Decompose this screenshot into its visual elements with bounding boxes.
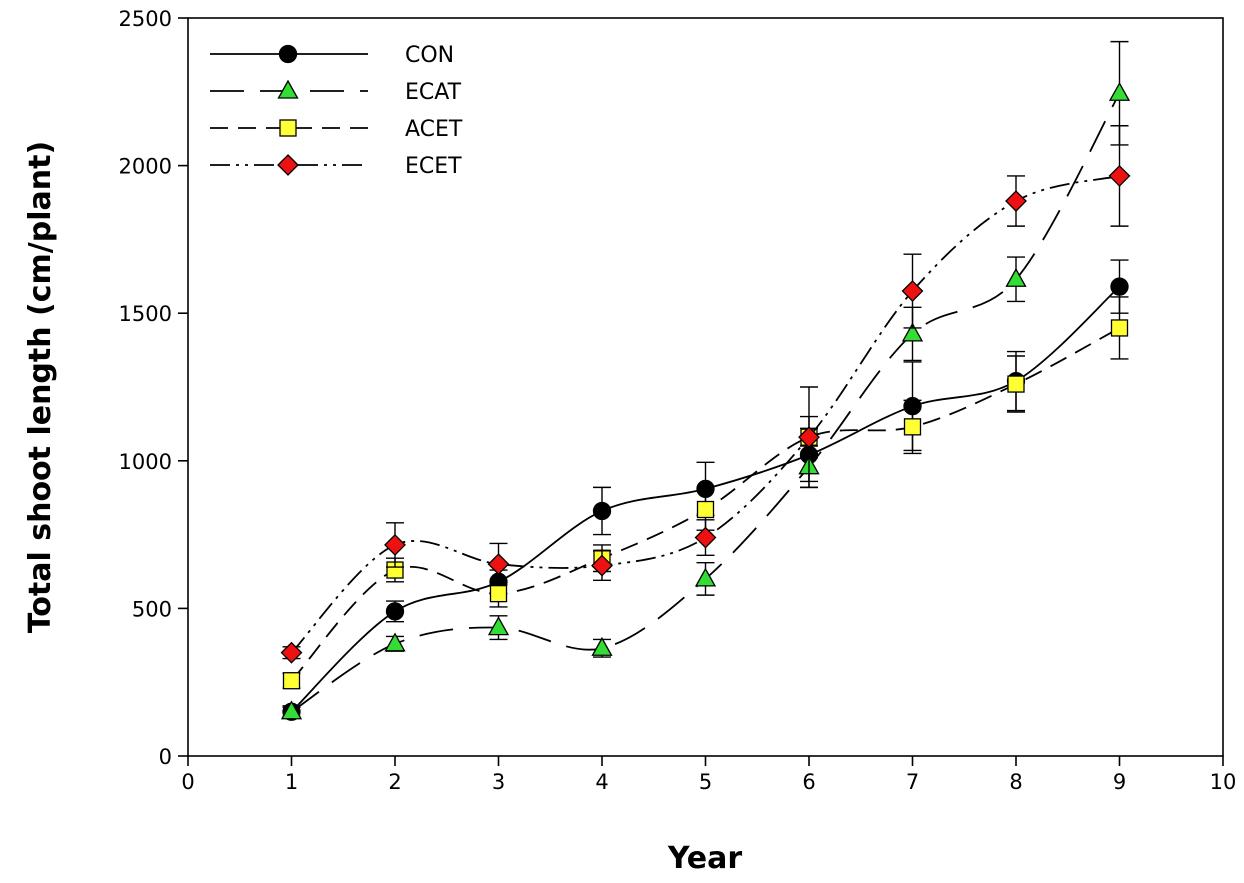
x-tick-label: 6 (802, 770, 815, 794)
data-point (591, 636, 613, 656)
legend-marker (278, 44, 298, 64)
x-tick-label: 4 (595, 770, 608, 794)
series-ecet (280, 125, 1131, 664)
series-line (290, 175, 1120, 654)
series-line (291, 92, 1121, 713)
data-point (592, 501, 612, 521)
legend-label: ECAT (405, 80, 462, 105)
legend-marker (277, 154, 299, 176)
legend: CON ECAT ACET ECET (210, 43, 463, 179)
data-point (1007, 375, 1025, 393)
data-point (280, 641, 303, 664)
data-point (384, 632, 406, 652)
axes: 0 1 2 3 4 5 6 7 8 9 10 0 500 1000 1500 2000 2500 (119, 7, 1237, 794)
y-tick-label: 500 (132, 597, 172, 621)
x-tick-label: 5 (699, 770, 712, 794)
y-tick-label: 2500 (119, 7, 172, 31)
data-point (385, 602, 405, 621)
x-tick-label: 8 (1009, 770, 1022, 794)
x-tick-label: 1 (285, 770, 298, 794)
data-point (694, 526, 717, 549)
legend-item-ecat: ECAT (210, 79, 462, 105)
x-tick-label: 0 (181, 770, 194, 794)
legend-label: CON (405, 43, 454, 68)
data-point (1005, 267, 1027, 287)
data-point (384, 534, 406, 556)
data-point (903, 418, 922, 436)
data-point (694, 567, 717, 587)
y-tick-label: 1500 (119, 302, 172, 326)
data-point (591, 554, 613, 577)
data-point (696, 500, 715, 519)
data-point (487, 616, 510, 636)
x-tick-label: 2 (388, 770, 401, 794)
legend-label: ACET (405, 117, 463, 142)
data-point (487, 553, 510, 576)
legend-item-acet: ACET (210, 117, 463, 142)
legend-marker (277, 79, 299, 99)
data-point (1108, 81, 1131, 101)
x-tick-label: 10 (1210, 770, 1237, 794)
data-point (280, 700, 303, 720)
x-tick-label: 3 (492, 770, 505, 794)
x-axis-title: Year (667, 841, 743, 876)
y-tick-label: 2000 (119, 155, 172, 179)
series-ecat (280, 40, 1131, 720)
legend-marker (279, 119, 297, 137)
x-tick-label: 9 (1113, 770, 1126, 794)
plot-frame (187, 17, 1224, 757)
x-tick-label: 7 (906, 770, 919, 794)
data-point (1005, 190, 1027, 212)
y-axis-title: Total shoot length (cm/plant) (23, 141, 58, 633)
data-point (901, 280, 924, 302)
data-point (489, 584, 508, 603)
data-point (1110, 277, 1129, 296)
series-layer (280, 40, 1131, 721)
y-tick-label: 1000 (119, 450, 172, 474)
legend-item-ecet: ECET (210, 154, 462, 179)
legend-item-con: CON (210, 43, 454, 68)
data-point (1108, 165, 1131, 187)
data-point (901, 322, 924, 342)
legend-label: ECET (405, 154, 462, 179)
data-point (798, 426, 820, 449)
y-tick-label: 0 (159, 745, 172, 769)
data-point (282, 672, 301, 690)
series-acet (282, 296, 1129, 690)
data-point (1110, 319, 1129, 337)
